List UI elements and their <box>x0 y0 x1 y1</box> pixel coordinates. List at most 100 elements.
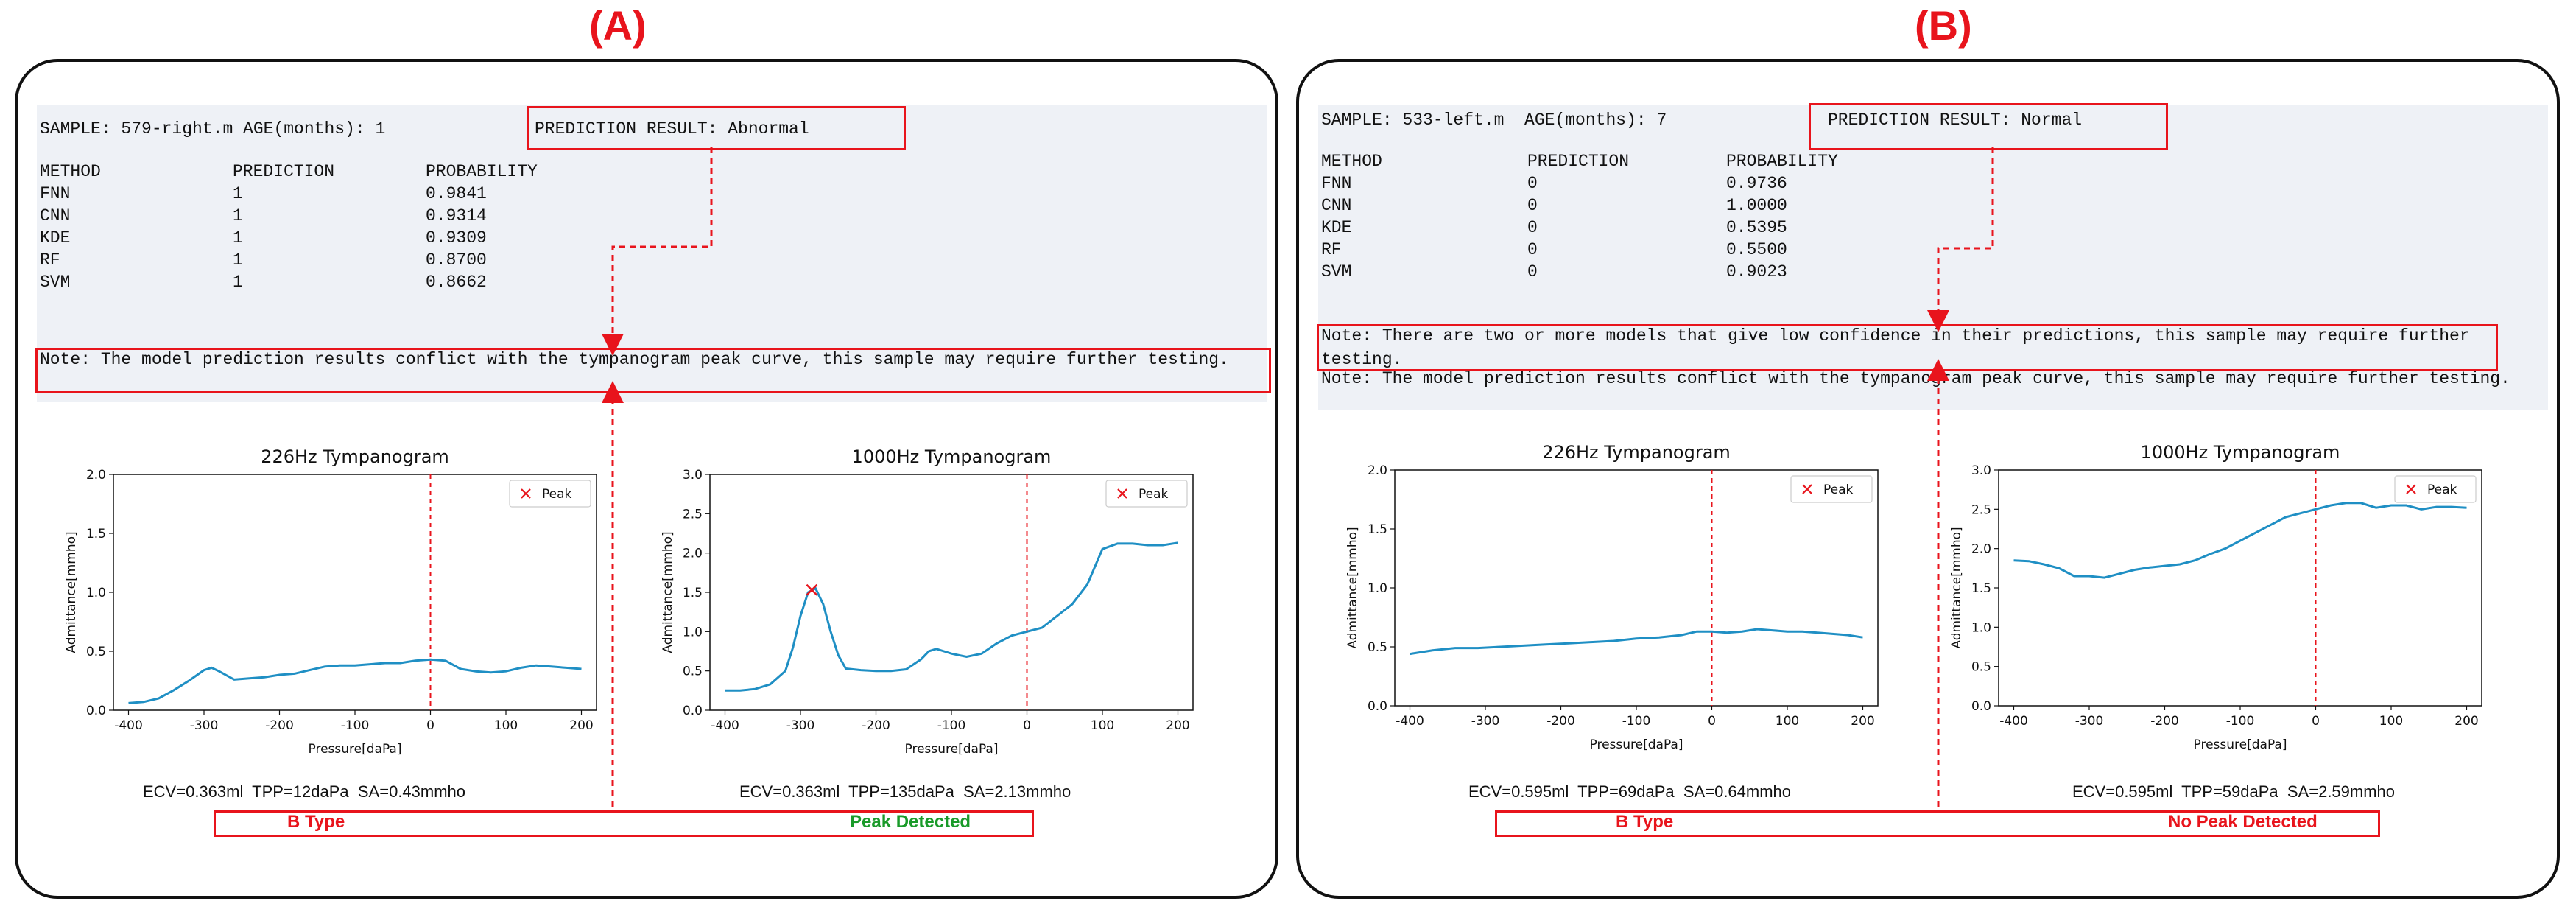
panel-a: SAMPLE: 579-right.m AGE(months): 1 PREDI… <box>15 59 1278 899</box>
x-tick-label: -100 <box>2226 714 2255 729</box>
x-axis-label: Pressure[daPa] <box>2194 737 2287 752</box>
y-tick-label: 0.0 <box>1971 699 1991 714</box>
row-method: RF <box>1321 240 1342 259</box>
row-probability: 0.8700 <box>426 250 487 270</box>
row-probability: 0.5395 <box>1726 218 1787 237</box>
tympanogram-svg: 226Hz Tympanogram -400 -300 -200 -100 0 100 200… <box>64 446 597 757</box>
legend-box <box>509 480 591 508</box>
row-prediction: 1 <box>233 184 243 203</box>
plot-frame <box>709 474 1194 711</box>
y-axis-label: Admittance[mmho] <box>1345 527 1360 648</box>
plot-frame <box>113 474 597 711</box>
x-tick-label: -100 <box>341 718 370 733</box>
arrow-result-to-note-b <box>1927 147 1994 332</box>
chart-title: 226Hz Tympanogram <box>1542 442 1731 463</box>
x-tick-label: -400 <box>711 718 739 733</box>
header-method: METHOD <box>1321 152 1382 171</box>
row-method: FNN <box>40 184 71 203</box>
y-axis-label: Admittance[mmho] <box>661 531 675 653</box>
header-probability: PROBABILITY <box>1726 152 1838 171</box>
header-method: METHOD <box>40 162 101 181</box>
peak-marker-stroke <box>806 583 818 596</box>
row-method: FNN <box>1321 174 1352 193</box>
y-tick-label: 1.5 <box>1971 581 1991 596</box>
x-tick-label: 100 <box>1776 714 1799 729</box>
note-box <box>35 348 1271 393</box>
row-probability: 0.9841 <box>426 184 487 203</box>
row-prediction: 0 <box>1527 262 1538 281</box>
x-tick-label: -100 <box>1622 714 1651 729</box>
admittance-curve <box>725 541 1178 692</box>
legend-marker-stroke <box>2406 484 2416 494</box>
y-tick-label: 1.0 <box>1971 620 1991 635</box>
row-probability: 0.9309 <box>426 228 487 248</box>
x-axis-label: Pressure[daPa] <box>1590 737 1683 752</box>
note-text: Note: The model prediction results confl… <box>1321 369 2510 388</box>
chart-226hz: 226Hz Tympanogram -400 -300 -200 -100 0 100 200… <box>62 445 607 858</box>
sample-line: SAMPLE: 579-right.m AGE(months): 1 <box>40 119 386 139</box>
tympanogram-type: B Type <box>287 812 345 832</box>
x-tick-label: -300 <box>2075 714 2104 729</box>
legend-marker <box>2406 484 2416 494</box>
row-method: KDE <box>1321 218 1352 237</box>
legend-marker <box>1117 488 1127 499</box>
x-axis-label: Pressure[daPa] <box>905 742 999 757</box>
tympanogram-svg: 1000Hz Tympanogram -400 -300 -200 -100 0 100 20… <box>1949 442 2482 752</box>
y-tick-label: 0.5 <box>86 645 106 659</box>
stats-1000hz: ECV=0.595ml TPP=59daPa SA=2.59mmho <box>2072 782 2396 801</box>
legend-marker <box>1802 484 1812 494</box>
chart-title: 1000Hz Tympanogram <box>2141 442 2340 463</box>
admittance-curve <box>1410 628 1863 656</box>
tympanogram-svg: 1000Hz Tympanogram -400 -300 -200 -100 0 100 20… <box>661 446 1194 757</box>
y-axis-label: Admittance[mmho] <box>1949 527 1964 648</box>
y-tick-label: 2.0 <box>1368 463 1387 478</box>
legend-marker-stroke <box>521 488 531 499</box>
row-prediction: 0 <box>1527 240 1538 259</box>
row-probability: 0.9314 <box>426 206 487 225</box>
classification-footer <box>214 810 1034 837</box>
panel-b-label: (B) <box>1915 2 1972 49</box>
tympanogram-type: B Type <box>1616 812 1674 832</box>
row-probability: 1.0000 <box>1726 196 1787 215</box>
header-prediction: PREDICTION <box>1527 152 1630 171</box>
row-prediction: 1 <box>233 250 243 270</box>
x-tick-label: 200 <box>1166 718 1189 733</box>
row-probability: 0.9736 <box>1726 174 1787 193</box>
y-tick-label: 2.0 <box>86 468 106 483</box>
x-tick-label: -400 <box>114 718 143 733</box>
y-tick-label: 0.5 <box>683 665 703 679</box>
x-tick-label: -100 <box>937 718 966 733</box>
panel-b: SAMPLE: 533-left.m AGE(months): 7 PREDIC… <box>1296 59 2560 899</box>
x-tick-label: 200 <box>1851 714 1874 729</box>
chart-title: 226Hz Tympanogram <box>261 446 449 467</box>
row-prediction: 0 <box>1527 218 1538 237</box>
peak-marker <box>806 583 818 596</box>
x-tick-label: 200 <box>569 718 593 733</box>
legend-label: Peak <box>1823 483 1854 497</box>
y-tick-label: 2.0 <box>683 547 703 561</box>
legend-marker-stroke <box>1802 484 1812 494</box>
row-probability: 0.5500 <box>1726 240 1787 259</box>
peak-status: Peak Detected <box>850 812 971 832</box>
header-prediction: PREDICTION <box>233 162 335 181</box>
sample-line: SAMPLE: 533-left.m AGE(months): 7 <box>1321 111 1667 130</box>
chart-1000hz: 1000Hz Tympanogram -400 -300 -200 -100 0 100 20… <box>658 445 1203 858</box>
row-probability: 0.9023 <box>1726 262 1787 281</box>
y-tick-label: 1.5 <box>683 586 703 600</box>
plot-frame <box>1998 469 2482 707</box>
chart-title: 1000Hz Tympanogram <box>852 446 1052 467</box>
stats-226hz: ECV=0.363ml TPP=12daPa SA=0.43mmho <box>143 782 466 801</box>
row-prediction: 1 <box>233 228 243 248</box>
prediction-result-box <box>1809 103 2168 150</box>
row-prediction: 0 <box>1527 174 1538 193</box>
row-method: KDE <box>40 228 71 248</box>
y-tick-label: 3.0 <box>1971 463 1991 478</box>
y-tick-label: 0.5 <box>1368 640 1387 655</box>
x-tick-label: 0 <box>426 718 434 733</box>
row-method: RF <box>40 250 60 270</box>
y-tick-label: 0.0 <box>1368 699 1387 714</box>
header-probability: PROBABILITY <box>426 162 538 181</box>
x-tick-label: -400 <box>1999 714 2028 729</box>
legend-marker <box>521 488 531 499</box>
x-tick-label: 0 <box>1023 718 1031 733</box>
